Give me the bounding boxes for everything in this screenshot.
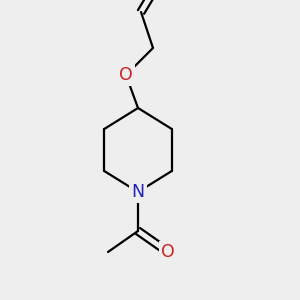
Text: N: N xyxy=(131,183,145,201)
Text: O: O xyxy=(119,66,133,84)
Text: O: O xyxy=(161,243,175,261)
